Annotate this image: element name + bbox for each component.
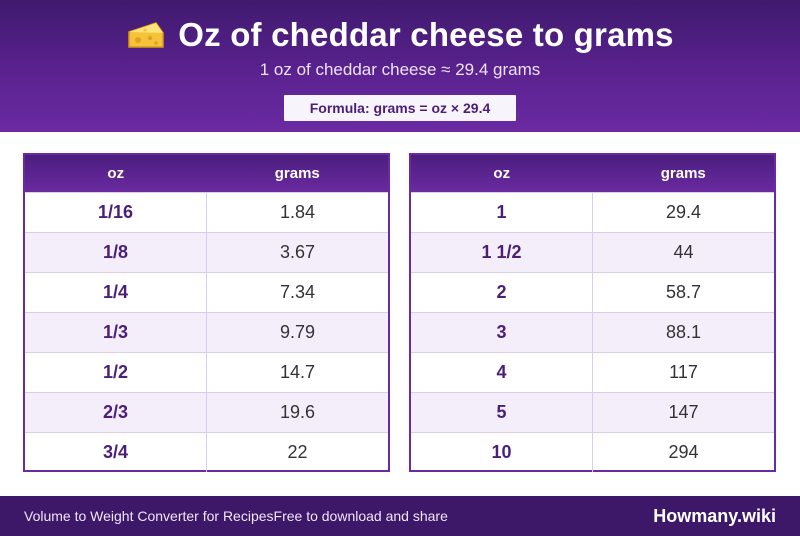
oz-cell: 2/3 [25,393,207,432]
conversion-table-left: oz grams 1/16 1.84 1/8 3.67 1/4 7.34 1/3… [23,153,390,472]
grams-cell: 14.7 [279,362,316,382]
oz-cell: 2 [411,273,593,312]
table-row: 1/2 14.7 [25,352,388,392]
oz-cell: 5 [411,393,593,432]
grams-cell: 19.6 [279,402,316,422]
column-header-oz: oz [107,165,125,182]
table-row: 1/16 1.84 [25,192,388,232]
table-row: 1/4 7.34 [25,272,388,312]
table-row: 5 147 [411,392,774,432]
table-row: 4 117 [411,352,774,392]
title-row: Oz of cheddar cheese to grams [0,14,800,56]
page-title: Oz of cheddar cheese to grams [178,16,674,53]
grams-cell: 117 [669,362,698,382]
table-header: oz grams [25,155,388,192]
grams-cell: 44 [673,242,694,262]
oz-cell: 4 [411,353,593,392]
header: Oz of cheddar cheese to grams 1 oz of ch… [0,0,800,132]
oz-cell: 1/2 [25,353,207,392]
grams-cell: 7.34 [279,282,316,302]
table-row: 2 58.7 [411,272,774,312]
grams-cell: 3.67 [279,242,316,262]
oz-cell: 1 [411,193,593,232]
oz-cell: 1/3 [25,313,207,352]
oz-cell: 1/16 [25,193,207,232]
conversion-table-right: oz grams 1 29.4 1 1/2 44 2 58.7 3 88.1 4… [409,153,776,472]
subtitle: 1 oz of cheddar cheese ≈ 29.4 grams [259,60,541,79]
grams-cell: 88.1 [665,322,702,342]
table-row: 1/8 3.67 [25,232,388,272]
oz-cell: 3 [411,313,593,352]
column-header-oz: oz [493,165,511,182]
table-row: 10 294 [411,432,774,472]
oz-cell: 1/8 [25,233,207,272]
oz-cell: 10 [411,433,593,472]
footer-tagline: Volume to Weight Converter for RecipesFr… [24,508,448,524]
footer: Volume to Weight Converter for RecipesFr… [0,496,800,536]
oz-cell: 1/4 [25,273,207,312]
formula-badge: Formula: grams = oz × 29.4 [284,95,516,121]
oz-cell: 3/4 [25,433,207,472]
table-row: 2/3 19.6 [25,392,388,432]
grams-cell: 22 [287,442,308,462]
table-row: 3 88.1 [411,312,774,352]
grams-cell: 58.7 [665,282,702,302]
grams-cell: 29.4 [665,202,702,222]
grams-cell: 9.79 [279,322,316,342]
table-row: 1/3 9.79 [25,312,388,352]
column-header-grams: grams [660,165,706,182]
table-header: oz grams [411,155,774,192]
table-row: 1 1/2 44 [411,232,774,272]
grams-cell: 294 [668,442,699,462]
table-row: 1 29.4 [411,192,774,232]
oz-cell: 1 1/2 [411,233,593,272]
brand-logo-text[interactable]: Howmany.wiki [653,505,776,526]
column-header-grams: grams [274,165,320,182]
cheese-icon [126,20,166,50]
grams-cell: 1.84 [279,202,316,222]
table-row: 3/4 22 [25,432,388,472]
grams-cell: 147 [668,402,699,422]
